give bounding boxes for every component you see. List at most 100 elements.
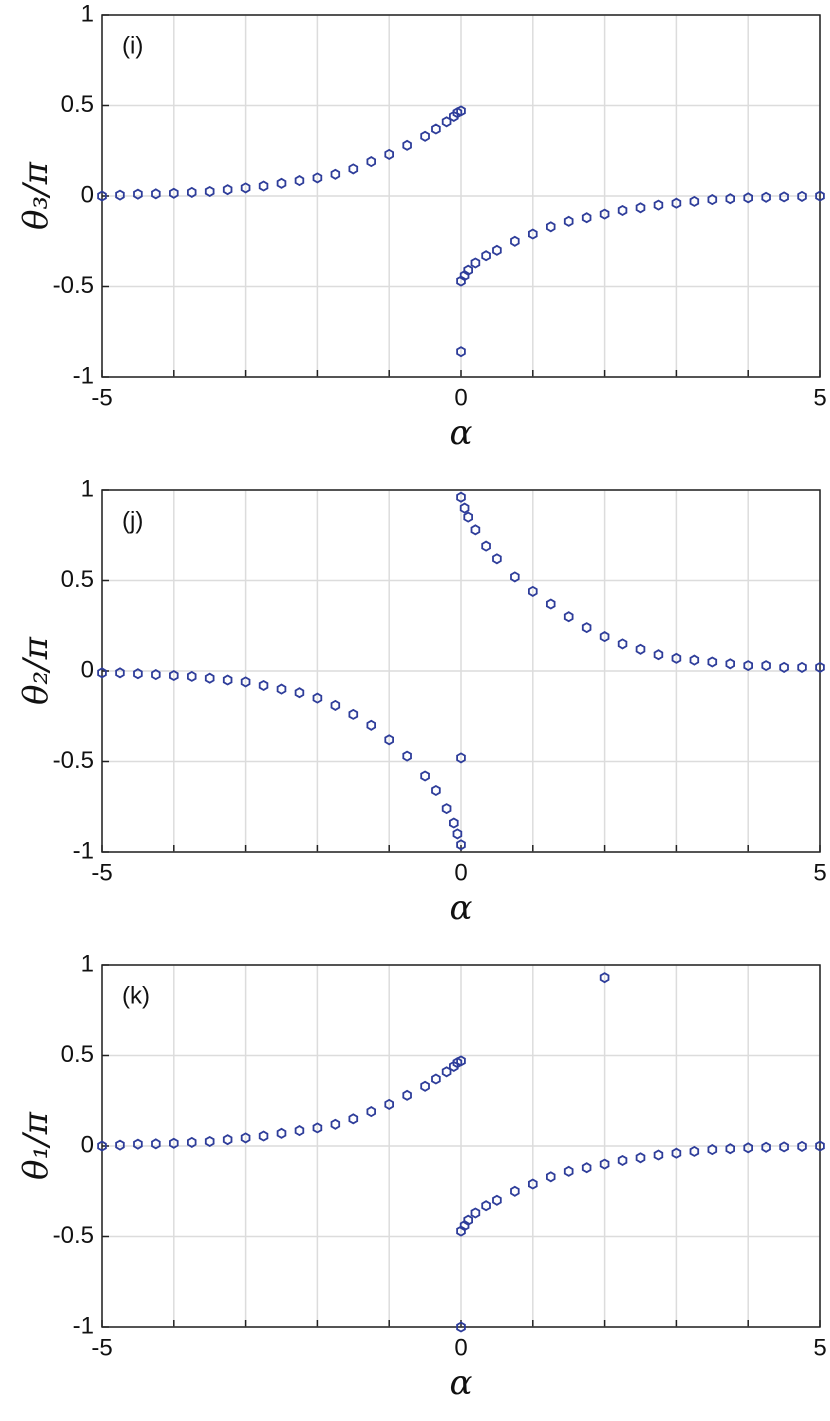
data-point (168, 669, 179, 682)
data-point (294, 175, 305, 187)
data-point (510, 235, 520, 247)
x-tick-label: 5 (813, 859, 826, 886)
data-point (779, 1141, 789, 1153)
panel-label: (i) (122, 32, 143, 59)
data-point (653, 649, 664, 661)
x-tick-label: -5 (91, 1334, 112, 1361)
x-tick-label: 0 (454, 384, 467, 411)
data-point (653, 199, 664, 211)
data-point (510, 1185, 520, 1197)
data-point (599, 972, 610, 984)
y-axis-label: θ₂/π (16, 636, 56, 705)
data-point (797, 661, 807, 673)
data-point (707, 194, 718, 206)
data-point (492, 553, 502, 565)
y-tick-label: 1 (81, 475, 94, 502)
x-tick-label: 5 (813, 384, 826, 411)
data-point (431, 123, 441, 135)
data-point (402, 750, 412, 762)
data-point (348, 1113, 359, 1125)
y-tick-label: -0.5 (53, 272, 94, 299)
data-point (312, 172, 323, 184)
data-point (420, 130, 430, 142)
data-point (689, 195, 700, 207)
data-point (707, 1144, 718, 1156)
data-point (743, 660, 753, 672)
data-point (599, 631, 610, 643)
data-point (459, 1220, 470, 1232)
data-point (366, 719, 377, 731)
y-tick-label: 0 (81, 1131, 94, 1158)
x-tick-label: -5 (91, 859, 112, 886)
data-point (463, 511, 474, 523)
y-tick-label: -0.5 (53, 747, 94, 774)
panel-label: (j) (122, 507, 143, 534)
data-point (452, 828, 463, 840)
data-point (528, 228, 538, 240)
x-axis-label: α (450, 413, 473, 453)
data-point (312, 1122, 323, 1134)
data-point (186, 1136, 197, 1148)
data-point (815, 661, 825, 673)
data-point (635, 643, 646, 655)
data-point (312, 692, 323, 704)
data-point (456, 491, 466, 503)
data-point (653, 1149, 664, 1161)
data-point (456, 752, 466, 764)
data-point (599, 208, 610, 220)
y-axis-label: θ₁/π (16, 1111, 56, 1180)
data-point (168, 187, 179, 199)
data-point (581, 212, 592, 224)
data-point (204, 185, 215, 198)
data-point (240, 182, 251, 194)
data-point (294, 1125, 305, 1137)
data-point (294, 687, 305, 699)
data-point (431, 1073, 441, 1085)
data-point (204, 1135, 215, 1148)
y-tick-label: -1 (73, 362, 94, 389)
data-point (671, 652, 682, 664)
data-point (581, 1162, 592, 1174)
y-tick-label: 0.5 (61, 91, 94, 118)
data-point (470, 1207, 481, 1219)
data-point (222, 1134, 233, 1146)
data-point (528, 585, 538, 597)
data-point (761, 1141, 771, 1153)
data-point (186, 186, 197, 198)
data-point (456, 275, 466, 287)
data-point (563, 1165, 574, 1177)
data-point (222, 184, 233, 196)
data-point (258, 180, 269, 192)
data-point (635, 1152, 646, 1164)
data-point (797, 190, 807, 202)
data-point (204, 672, 215, 684)
data-point (366, 156, 377, 168)
data-point (546, 1171, 556, 1183)
data-point (546, 598, 556, 610)
data-point (151, 669, 161, 681)
data-point (617, 638, 628, 650)
data-point (456, 1055, 466, 1067)
y-tick-label: -0.5 (53, 1222, 94, 1249)
x-axis-label: α (450, 888, 473, 928)
data-point (258, 1130, 269, 1142)
data-point (97, 1140, 107, 1152)
data-point (546, 221, 556, 233)
data-point (481, 1200, 491, 1212)
data-point (133, 1138, 143, 1150)
data-point (115, 189, 125, 201)
data-point (599, 1158, 610, 1170)
data-point (384, 734, 395, 746)
x-tick-label: 5 (813, 1334, 826, 1361)
data-point (743, 192, 753, 204)
data-point (402, 1089, 412, 1101)
data-point (186, 670, 197, 682)
data-point (635, 202, 646, 214)
y-tick-label: 1 (81, 0, 94, 27)
data-point (563, 611, 574, 623)
x-tick-label: 0 (454, 859, 467, 886)
data-point (463, 264, 474, 276)
data-point (330, 168, 341, 180)
data-point (481, 540, 491, 552)
